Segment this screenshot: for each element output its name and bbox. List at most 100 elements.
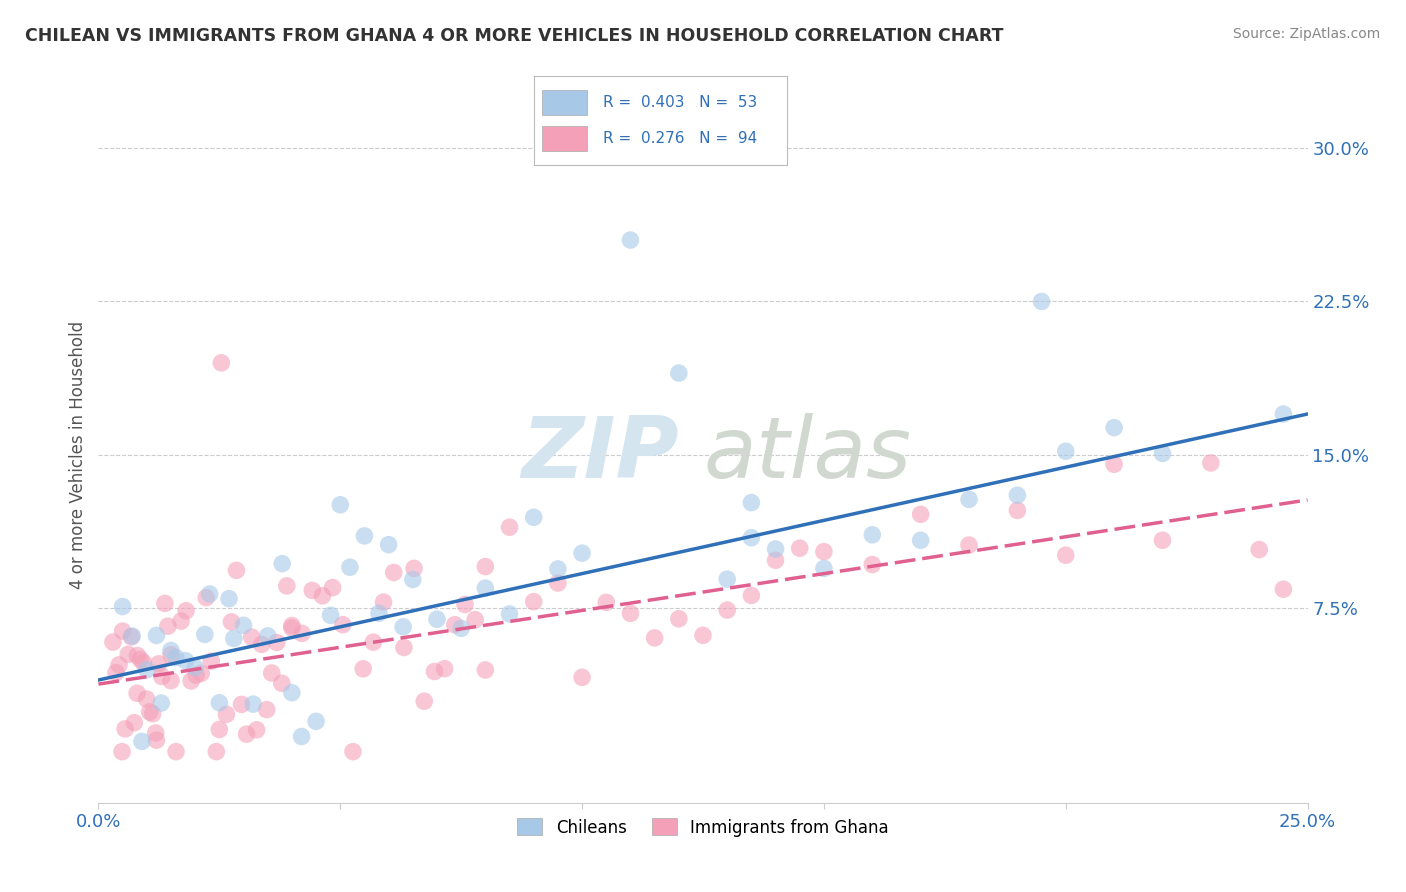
Point [339, 560, 361, 574]
Point [311, 589, 333, 603]
Point [127, 648, 149, 663]
Legend: Chileans, Immigrants from Ghana: Chileans, Immigrants from Ghana [510, 812, 896, 843]
Text: ZIP: ZIP [522, 413, 679, 497]
Point [716, 603, 738, 617]
Point [131, 734, 153, 748]
Point [290, 730, 312, 744]
Point [474, 559, 496, 574]
Point [1007, 488, 1029, 502]
Point [104, 665, 127, 680]
Point [256, 703, 278, 717]
Point [498, 520, 520, 534]
Point [305, 714, 328, 729]
Point [142, 706, 165, 721]
Point [765, 541, 787, 556]
Point [377, 538, 399, 552]
Point [215, 707, 238, 722]
Point [129, 652, 152, 666]
Point [373, 595, 395, 609]
Point [692, 628, 714, 642]
Point [165, 745, 187, 759]
Point [1199, 456, 1222, 470]
Point [474, 663, 496, 677]
Point [450, 621, 472, 635]
Point [571, 546, 593, 560]
Point [668, 366, 690, 380]
Point [413, 694, 436, 708]
Point [150, 696, 173, 710]
Point [1272, 582, 1295, 597]
Point [200, 654, 222, 668]
Point [454, 598, 477, 612]
Point [860, 558, 883, 572]
Point [190, 666, 212, 681]
Point [474, 581, 496, 595]
Point [208, 723, 231, 737]
Point [498, 607, 520, 621]
Point [256, 629, 278, 643]
Point [619, 233, 641, 247]
Point [145, 726, 167, 740]
Point [281, 621, 304, 635]
Point [205, 745, 228, 759]
Point [174, 654, 197, 668]
Point [250, 637, 273, 651]
Point [111, 745, 134, 759]
Point [156, 619, 179, 633]
Point [138, 705, 160, 719]
Point [117, 648, 139, 662]
Point [423, 665, 446, 679]
Bar [541, 90, 588, 115]
Point [363, 635, 385, 649]
Point [1102, 457, 1125, 471]
Point [276, 579, 298, 593]
Point [740, 531, 762, 545]
Point [270, 676, 292, 690]
Point [121, 629, 143, 643]
Point [571, 670, 593, 684]
Text: atlas: atlas [703, 413, 911, 497]
Point [319, 608, 342, 623]
Point [184, 661, 207, 675]
Text: R =  0.276   N =  94: R = 0.276 N = 94 [603, 131, 756, 145]
Point [231, 698, 253, 712]
Point [1249, 542, 1271, 557]
Point [135, 692, 157, 706]
Point [619, 607, 641, 621]
Point [120, 630, 142, 644]
Point [170, 614, 193, 628]
Point [194, 627, 217, 641]
Point [186, 668, 208, 682]
Point [426, 612, 449, 626]
Point [1031, 294, 1053, 309]
Point [271, 557, 294, 571]
Point [246, 723, 269, 737]
Point [392, 640, 415, 655]
Point [322, 581, 344, 595]
Point [329, 498, 352, 512]
Point [595, 595, 617, 609]
Point [353, 529, 375, 543]
Point [165, 650, 187, 665]
Point [957, 538, 980, 552]
Point [368, 606, 391, 620]
Text: CHILEAN VS IMMIGRANTS FROM GHANA 4 OR MORE VEHICLES IN HOUSEHOLD CORRELATION CHA: CHILEAN VS IMMIGRANTS FROM GHANA 4 OR MO… [25, 27, 1004, 45]
Point [1054, 444, 1077, 458]
Point [382, 566, 405, 580]
Point [404, 561, 426, 575]
Point [198, 587, 221, 601]
Point [301, 583, 323, 598]
Point [218, 591, 240, 606]
Point [910, 508, 932, 522]
Point [160, 673, 183, 688]
Point [957, 492, 980, 507]
Point [281, 686, 304, 700]
Point [342, 745, 364, 759]
Text: Source: ZipAtlas.com: Source: ZipAtlas.com [1233, 27, 1381, 41]
Point [281, 618, 304, 632]
Point [235, 727, 257, 741]
Point [195, 591, 218, 605]
Point [127, 686, 149, 700]
Point [464, 613, 486, 627]
Point [668, 612, 690, 626]
